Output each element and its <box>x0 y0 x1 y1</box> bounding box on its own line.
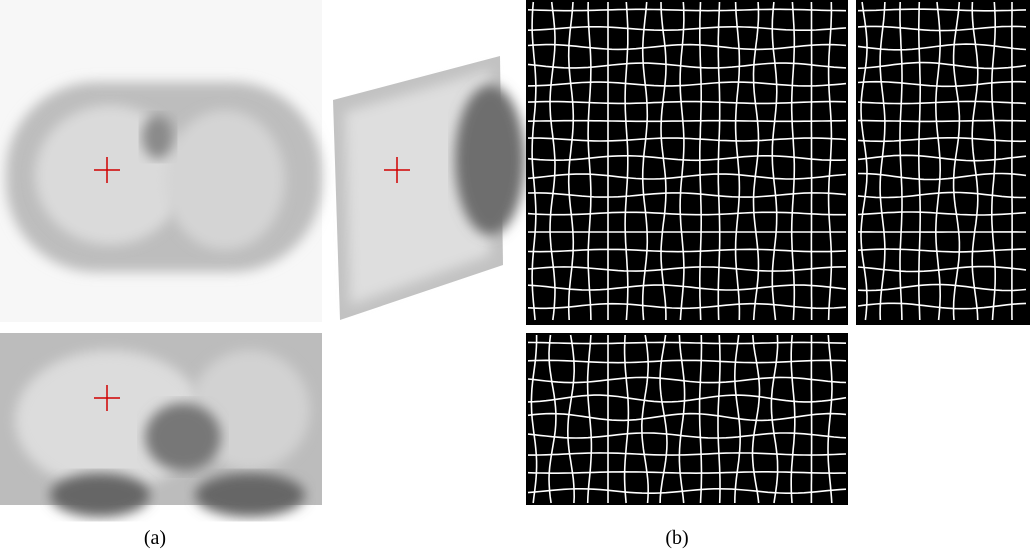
grid-line <box>857 302 1027 310</box>
grid-line <box>527 302 847 310</box>
coronal-liver <box>50 473 150 517</box>
grid-line <box>527 137 847 142</box>
grid-line <box>717 334 721 504</box>
grid-line <box>527 432 847 439</box>
grid-line <box>527 8 847 12</box>
grid-line <box>527 284 847 291</box>
grid-line <box>527 62 847 69</box>
grid-line <box>857 265 1027 273</box>
grid-line <box>857 248 1027 253</box>
grid-line <box>934 1 942 321</box>
coronal-view <box>0 333 322 517</box>
grid-line <box>624 1 629 321</box>
grid-line <box>586 334 593 504</box>
cross <box>384 157 410 183</box>
cross <box>94 157 120 183</box>
coronal-stomach <box>195 473 305 517</box>
grid-line <box>527 192 847 198</box>
caption: (b) <box>665 527 688 549</box>
lung <box>165 110 285 250</box>
grid-line <box>528 452 847 456</box>
grid-line <box>527 376 847 384</box>
cross <box>94 385 120 411</box>
sagittal-view <box>333 56 525 320</box>
grid-line <box>531 1 537 321</box>
grid-line <box>858 119 1027 123</box>
grid-line <box>698 334 703 504</box>
sagittal-lung <box>345 70 490 305</box>
grid-line <box>918 1 921 321</box>
grid-line <box>527 359 847 364</box>
grid-line <box>527 155 847 162</box>
grid-line <box>879 1 886 321</box>
grid-line <box>527 248 847 253</box>
grid-line <box>857 137 1027 143</box>
coronal-heart <box>145 403 221 471</box>
grid-panel <box>526 0 848 325</box>
grid-line <box>857 25 1027 32</box>
grid-line <box>527 81 847 87</box>
grid-line <box>587 1 592 321</box>
grid-line <box>566 334 576 504</box>
grid-line <box>527 341 847 345</box>
grid-line <box>527 394 847 403</box>
grid-line <box>857 100 1027 105</box>
grid-line <box>527 412 847 422</box>
grid-line <box>857 283 1027 292</box>
grid-panel <box>856 0 1030 325</box>
deformation-grids <box>527 1 1027 504</box>
grid-line <box>660 1 667 320</box>
grid-line <box>641 1 649 321</box>
grid-line <box>790 334 796 504</box>
grid-line <box>527 266 846 272</box>
grid-line <box>548 334 557 504</box>
grid-line <box>790 1 796 321</box>
grid-line <box>771 1 778 321</box>
grid-line <box>857 172 1027 181</box>
grid-line <box>857 154 1027 162</box>
sagittal-organ <box>455 85 525 235</box>
grid-line <box>857 61 1027 70</box>
caption: (a) <box>144 527 166 549</box>
grid-line <box>857 43 1027 51</box>
grid-line <box>857 8 1027 12</box>
grid-line <box>857 191 1026 199</box>
grid-line <box>734 1 741 321</box>
grid-line <box>527 100 847 105</box>
grid-line <box>527 488 847 494</box>
grid-line <box>899 1 903 321</box>
grid-line <box>678 334 686 504</box>
grid-line <box>530 335 538 504</box>
grid-line <box>857 80 1027 88</box>
axial-view <box>0 0 322 322</box>
grid-line <box>527 43 847 51</box>
grid-line <box>527 211 846 216</box>
grid-line <box>752 1 760 321</box>
grid-line <box>827 334 833 504</box>
grid-line <box>659 334 668 504</box>
heart <box>142 115 174 159</box>
grid-line <box>952 1 961 321</box>
grid-line <box>527 26 847 31</box>
grid-line <box>527 470 846 475</box>
grid-line <box>527 119 847 123</box>
grid-line <box>527 173 847 180</box>
grid-line <box>857 211 1027 216</box>
